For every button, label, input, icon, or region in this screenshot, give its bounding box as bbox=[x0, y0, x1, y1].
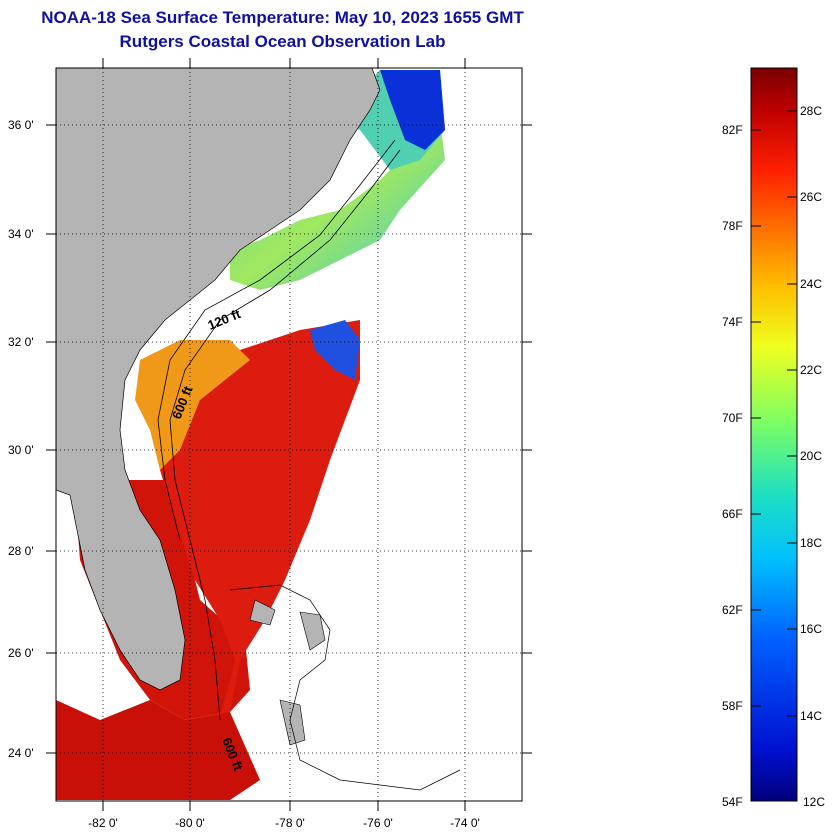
shelf-water bbox=[230, 120, 445, 290]
lat-tick-label: 32 0' bbox=[8, 335, 34, 349]
fahrenheit-label: 58F bbox=[722, 699, 743, 713]
map-frame bbox=[55, 67, 523, 802]
fahrenheit-label: 78F bbox=[722, 219, 743, 233]
graticule bbox=[56, 68, 522, 801]
colorbar bbox=[750, 67, 798, 802]
colorbar-ticks bbox=[751, 110, 797, 717]
bahamas-island bbox=[249, 599, 276, 626]
celsius-label: 24C bbox=[800, 277, 822, 291]
lat-tick-label: 24 0' bbox=[8, 746, 34, 760]
lat-tick-label: 26 0' bbox=[8, 646, 34, 660]
celsius-label: 18C bbox=[800, 536, 822, 550]
cold-eddy bbox=[310, 320, 360, 380]
straits-water bbox=[56, 700, 260, 800]
atlantic-warm-water bbox=[56, 320, 360, 800]
lon-tick-label: -78 0' bbox=[275, 816, 305, 830]
fahrenheit-label: 66F bbox=[722, 507, 743, 521]
contour-label: 120 ft bbox=[206, 306, 244, 333]
axis-ticks bbox=[46, 58, 532, 811]
celsius-label: 12C bbox=[803, 795, 825, 809]
lon-tick-label: -76 0' bbox=[363, 816, 393, 830]
lat-tick-label: 34 0' bbox=[8, 227, 34, 241]
fahrenheit-label: 70F bbox=[722, 411, 743, 425]
lat-tick-label: 30 0' bbox=[8, 443, 34, 457]
celsius-label: 28C bbox=[800, 104, 822, 118]
celsius-label: 16C bbox=[800, 622, 822, 636]
fahrenheit-label: 74F bbox=[722, 315, 743, 329]
lat-tick-label: 28 0' bbox=[8, 544, 34, 558]
lon-tick-label: -82 0' bbox=[88, 816, 118, 830]
contour-600ft bbox=[169, 149, 401, 721]
celsius-label: 20C bbox=[800, 449, 822, 463]
bahamas-island bbox=[299, 611, 326, 651]
bahamas-island bbox=[279, 699, 306, 746]
lon-tick-label: -80 0' bbox=[175, 816, 205, 830]
page-subtitle: Rutgers Coastal Ocean Observation Lab bbox=[119, 32, 446, 51]
contour-bahamas bbox=[229, 584, 461, 791]
cold-water bbox=[380, 70, 445, 150]
fahrenheit-label: 54F bbox=[722, 795, 743, 809]
map-panel bbox=[56, 68, 461, 800]
lon-tick-label: -74 0' bbox=[450, 816, 480, 830]
page-title: NOAA-18 Sea Surface Temperature: May 10,… bbox=[41, 8, 524, 27]
contour-120ft bbox=[157, 139, 396, 541]
nearshore-warm bbox=[135, 340, 250, 470]
celsius-label: 14C bbox=[800, 709, 822, 723]
fahrenheit-label: 62F bbox=[722, 603, 743, 617]
celsius-label: 26C bbox=[800, 190, 822, 204]
land-mass bbox=[56, 68, 381, 691]
fahrenheit-label: 82F bbox=[722, 123, 743, 137]
celsius-label: 22C bbox=[800, 363, 822, 377]
lat-tick-label: 36 0' bbox=[8, 118, 34, 132]
